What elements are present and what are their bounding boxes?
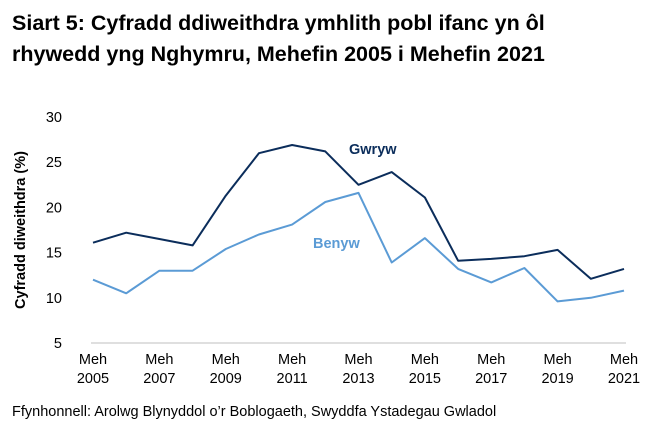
- x-tick-label-2021: Meh 2021: [608, 352, 640, 387]
- chart-title: Siart 5: Cyfradd ddiweithdra ymhlith pob…: [12, 8, 648, 70]
- x-tick-label-2011: Meh 2011: [277, 352, 308, 387]
- series-label-benyw: Benyw: [313, 236, 360, 252]
- y-tick-label-20: 20: [46, 200, 62, 216]
- chart-title-line-1: Siart 5: Cyfradd ddiweithdra ymhlith pob…: [12, 11, 545, 35]
- y-tick-label-25: 25: [46, 155, 62, 171]
- chart-axes: 5 10 15 20 25 30 Cyfradd diweithdra (%) Meh 2005…: [13, 110, 640, 387]
- x-tick-label-2009: Meh 2009: [210, 352, 242, 387]
- line-chart: 5 10 15 20 25 30 Cyfradd diweithdra (%) Meh 2005…: [13, 110, 640, 387]
- y-axis-title: Cyfradd diweithdra (%): [13, 151, 29, 309]
- x-tick-label-2019: Meh 2019: [541, 352, 573, 387]
- source-note: Ffynhonnell: Arolwg Blynyddol o’r Boblog…: [12, 404, 497, 420]
- chart-series: [92, 144, 625, 303]
- y-tick-label-5: 5: [54, 336, 62, 352]
- y-tick-label-10: 10: [46, 291, 62, 307]
- series-label-gwryw: Gwryw: [349, 142, 397, 158]
- chart-title-line-2: rhywedd yng Nghymru, Mehefin 2005 i Mehe…: [12, 42, 545, 66]
- x-tick-label-2005: Meh 2005: [77, 352, 109, 387]
- x-tick-label-2013: Meh 2013: [342, 352, 374, 387]
- series-line-gwryw: [92, 144, 625, 280]
- chart-series-labels: Gwryw Benyw: [313, 142, 397, 252]
- y-tick-label-15: 15: [46, 246, 62, 262]
- x-tick-label-2007: Meh 2007: [143, 352, 175, 387]
- x-tick-label-2015: Meh 2015: [409, 352, 441, 387]
- y-tick-label-30: 30: [46, 110, 62, 126]
- series-line-benyw: [92, 191, 625, 303]
- x-tick-label-2017: Meh 2017: [475, 352, 507, 387]
